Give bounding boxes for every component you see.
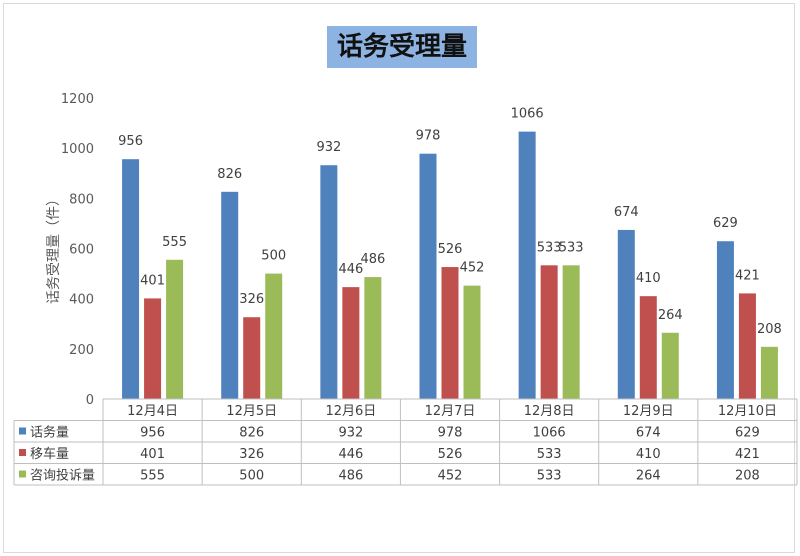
x-tick-label: 12月4日 bbox=[127, 404, 178, 419]
table-cell: 326 bbox=[239, 447, 264, 462]
x-tick-label: 12月7日 bbox=[425, 404, 476, 419]
x-tick-label: 12月9日 bbox=[623, 404, 674, 419]
table-cell: 264 bbox=[636, 469, 661, 484]
bar bbox=[243, 317, 261, 399]
legend-key bbox=[19, 427, 26, 435]
bar bbox=[122, 159, 140, 399]
table-cell: 932 bbox=[338, 426, 363, 441]
y-tick-label: 400 bbox=[69, 293, 94, 308]
table-cell: 446 bbox=[338, 447, 363, 462]
table-cell: 826 bbox=[239, 426, 264, 441]
table-cell: 956 bbox=[140, 426, 165, 441]
bar bbox=[419, 153, 437, 399]
y-tick-label: 600 bbox=[69, 243, 94, 258]
data-label: 264 bbox=[658, 308, 683, 323]
bar bbox=[639, 296, 657, 399]
y-axis-label: 话务受理量（件） bbox=[46, 192, 62, 304]
bar bbox=[342, 287, 360, 399]
bar bbox=[518, 131, 536, 399]
bar bbox=[760, 346, 778, 399]
bar bbox=[716, 241, 734, 399]
data-label: 401 bbox=[140, 273, 165, 288]
y-tick-label: 1200 bbox=[61, 92, 94, 107]
table-cell: 533 bbox=[537, 469, 562, 484]
data-label: 674 bbox=[614, 205, 639, 220]
table-cell: 486 bbox=[338, 469, 363, 484]
data-label: 978 bbox=[416, 129, 441, 144]
data-label: 500 bbox=[261, 249, 286, 264]
table-cell: 452 bbox=[438, 469, 463, 484]
chart-frame bbox=[3, 3, 795, 553]
data-label: 533 bbox=[559, 240, 584, 255]
table-cell: 1066 bbox=[533, 426, 566, 441]
bar bbox=[661, 332, 679, 399]
data-label: 555 bbox=[162, 235, 187, 250]
x-tick-label: 12月10日 bbox=[718, 404, 777, 419]
x-tick-label: 12月8日 bbox=[524, 404, 575, 419]
bar bbox=[364, 277, 382, 399]
table-cell: 208 bbox=[735, 469, 760, 484]
table-cell: 629 bbox=[735, 426, 760, 441]
table-cell: 401 bbox=[140, 447, 165, 462]
table-cell: 526 bbox=[438, 447, 463, 462]
x-tick-label: 12月5日 bbox=[226, 404, 277, 419]
bar bbox=[738, 293, 756, 399]
y-tick-label: 0 bbox=[86, 393, 94, 408]
data-label: 326 bbox=[239, 292, 264, 307]
table-cell: 674 bbox=[636, 426, 661, 441]
data-label: 446 bbox=[338, 262, 363, 277]
data-label: 208 bbox=[757, 322, 782, 337]
legend-label: 咨询投诉量 bbox=[30, 468, 95, 484]
data-label: 826 bbox=[217, 167, 242, 182]
bar bbox=[617, 229, 635, 399]
table-cell: 555 bbox=[140, 469, 165, 484]
bar bbox=[562, 265, 580, 399]
data-label: 452 bbox=[460, 261, 485, 276]
x-tick-label: 12月6日 bbox=[325, 404, 376, 419]
bar bbox=[221, 191, 239, 399]
table-cell: 978 bbox=[438, 426, 463, 441]
y-tick-label: 200 bbox=[69, 343, 94, 358]
legend-label: 话务量 bbox=[30, 425, 69, 441]
y-tick-label: 800 bbox=[69, 192, 94, 207]
bar bbox=[540, 265, 558, 399]
bar bbox=[463, 285, 481, 399]
data-label: 956 bbox=[118, 134, 143, 149]
chart-title: 话务受理量 bbox=[336, 32, 467, 62]
table-cell: 533 bbox=[537, 447, 562, 462]
bar bbox=[320, 165, 338, 399]
data-label: 421 bbox=[735, 268, 760, 283]
legend-key bbox=[19, 449, 26, 456]
table-cell: 421 bbox=[735, 447, 760, 462]
bar bbox=[265, 273, 283, 399]
data-label: 533 bbox=[537, 240, 562, 255]
data-label: 410 bbox=[636, 271, 661, 286]
bar bbox=[441, 267, 459, 399]
bar bbox=[166, 259, 184, 399]
table-cell: 500 bbox=[239, 469, 264, 484]
y-tick-label: 1000 bbox=[61, 142, 94, 157]
data-label: 629 bbox=[713, 216, 738, 231]
data-label: 526 bbox=[438, 242, 463, 257]
bar bbox=[144, 298, 162, 399]
table-cell: 410 bbox=[636, 447, 661, 462]
data-label: 1066 bbox=[511, 107, 544, 122]
legend-label: 移车量 bbox=[30, 446, 69, 462]
data-label: 932 bbox=[316, 140, 341, 155]
chart-title-box: 话务受理量 bbox=[327, 26, 477, 68]
data-label: 486 bbox=[360, 252, 385, 267]
legend-key bbox=[19, 470, 26, 478]
